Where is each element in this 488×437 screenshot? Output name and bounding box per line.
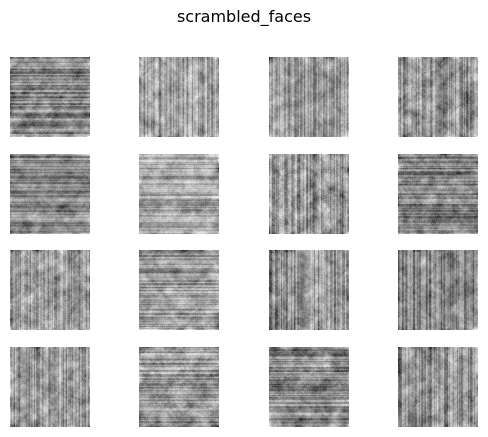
scrambled-face-image xyxy=(269,250,349,330)
scrambled-face-image xyxy=(139,250,219,330)
scrambled-face-image xyxy=(398,154,478,234)
scrambled-face-image xyxy=(269,154,349,234)
scrambled-face-image xyxy=(398,347,478,427)
scrambled-face-image xyxy=(139,57,219,137)
scrambled-face-image xyxy=(269,347,349,427)
scrambled-face-image xyxy=(269,57,349,137)
scrambled-face-image xyxy=(139,347,219,427)
scrambled-face-image xyxy=(398,250,478,330)
scrambled-face-image xyxy=(10,154,90,234)
scrambled-face-image xyxy=(10,57,90,137)
scrambled-face-image xyxy=(10,347,90,427)
scrambled-face-image xyxy=(139,154,219,234)
figure-title: scrambled_faces xyxy=(176,7,312,26)
scrambled-face-image xyxy=(10,250,90,330)
scrambled-face-image xyxy=(398,57,478,137)
